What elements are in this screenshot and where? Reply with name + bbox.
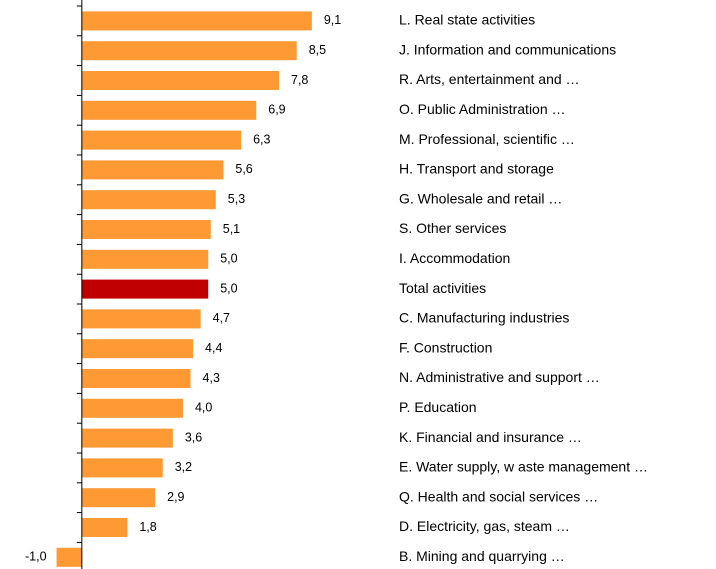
category-label: E. Water supply, w aste management … <box>399 459 648 475</box>
bar <box>81 160 224 180</box>
value-label: 7,8 <box>291 73 308 87</box>
category-label: D. Electricity, gas, steam … <box>399 518 570 534</box>
bar <box>81 279 209 299</box>
value-label: 5,6 <box>235 162 252 176</box>
bar <box>81 339 194 359</box>
bar <box>81 458 163 478</box>
value-label: 6,3 <box>253 132 270 146</box>
category-label: M. Professional, scientific … <box>399 131 575 147</box>
bar <box>81 428 173 448</box>
category-label: G. Wholesale and retail … <box>399 190 562 206</box>
bar <box>81 41 297 61</box>
bar <box>81 369 191 388</box>
value-label: 9,1 <box>324 13 341 27</box>
bar <box>81 309 201 329</box>
bar <box>81 518 128 537</box>
value-label: 3,6 <box>185 430 202 444</box>
bar <box>56 547 82 567</box>
category-label: R. Arts, entertainment and … <box>399 71 580 87</box>
category-label: J. Information and communications <box>399 41 616 57</box>
bar <box>81 190 216 210</box>
value-label: 4,4 <box>205 341 222 355</box>
category-label: Q. Health and social services … <box>399 488 598 504</box>
value-label: 4,7 <box>213 311 230 325</box>
category-label: L. Real state activities <box>399 12 535 28</box>
category-label: N. Administrative and support … <box>399 369 600 385</box>
category-label: F. Construction <box>399 339 492 355</box>
bar <box>81 398 183 418</box>
value-label: 8,5 <box>309 43 326 57</box>
value-label: 5,0 <box>220 252 237 266</box>
category-label: P. Education <box>399 399 477 415</box>
category-label: Total activities <box>399 280 486 296</box>
value-label: 1,8 <box>139 520 156 534</box>
bar <box>81 220 211 239</box>
value-label: 5,3 <box>228 192 245 206</box>
bar <box>81 11 312 31</box>
category-label: C. Manufacturing industries <box>399 310 569 326</box>
category-label: S. Other services <box>399 220 506 236</box>
bar <box>81 249 209 269</box>
value-label: 5,0 <box>220 281 237 295</box>
value-label: 6,9 <box>268 103 285 117</box>
category-label: B. Mining and quarrying … <box>399 548 565 564</box>
bar <box>81 100 257 120</box>
value-label: 3,2 <box>175 460 192 474</box>
value-label: 4,0 <box>195 401 212 415</box>
category-label: K. Financial and insurance … <box>399 429 582 445</box>
category-label: I. Accommodation <box>399 250 510 266</box>
category-label: H. Transport and storage <box>399 161 554 177</box>
value-label: 2,9 <box>167 490 184 504</box>
value-label: 4,3 <box>203 371 220 385</box>
bar <box>81 488 156 508</box>
bar <box>81 130 242 150</box>
bar <box>81 71 279 90</box>
value-label: 5,1 <box>223 222 240 236</box>
value-label: -1,0 <box>25 550 47 564</box>
category-label: O. Public Administration … <box>399 101 566 117</box>
